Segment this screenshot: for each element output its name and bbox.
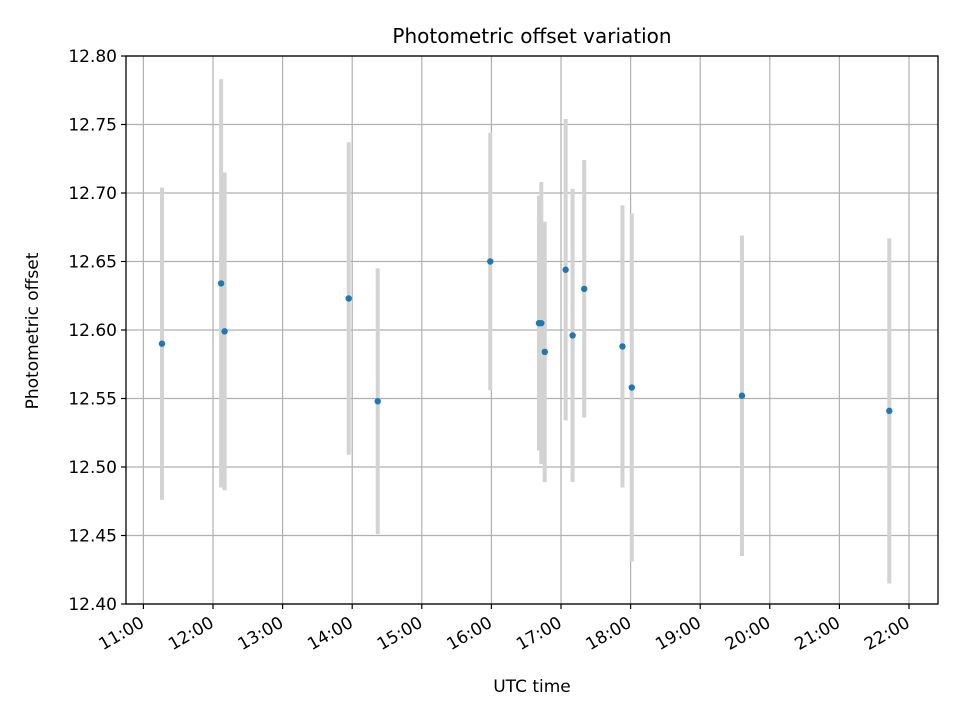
x-axis-title: UTC time [493,677,571,697]
data-point [374,398,381,405]
y-axis-title: Photometric offset [23,252,43,409]
error-bars [159,79,892,584]
x-tick-label: 14:00 [304,613,356,655]
data-point [569,332,576,339]
y-tick-label: 12.50 [68,458,117,478]
x-tick-label: 17:00 [513,613,565,655]
grid-lines [126,55,938,605]
x-tick-label: 13:00 [235,613,287,655]
y-tick-label: 12.75 [68,116,117,136]
x-tick-label: 11:00 [95,613,147,655]
data-point [581,285,588,293]
data-point [619,343,626,350]
data-point [562,266,569,273]
x-tick-label: 22:00 [861,613,913,655]
data-point [221,328,228,335]
y-tick-label: 12.80 [68,47,117,67]
data-point [487,258,494,265]
data-point [541,348,548,356]
y-tick-label: 12.40 [68,595,117,615]
x-tick-label: 15:00 [374,613,426,655]
y-tick-label: 12.65 [68,253,117,273]
data-point [886,407,893,415]
y-tick-label: 12.60 [68,321,117,341]
data-point [538,319,545,327]
data-point [158,340,166,347]
y-tick-label: 12.45 [68,527,117,547]
x-tick-label: 16:00 [443,613,495,655]
data-point [628,384,635,391]
y-tick-label: 12.70 [68,184,117,204]
y-axis-ticks: 12.40 12.45 12.50 12.55 12.60 12.65 12.70 12.75… [68,47,126,615]
x-tick-label: 21:00 [791,613,843,655]
x-axis-ticks: 11:00 12:00 13:00 14:00 15:00 16:00 17:00 18:00… [95,604,914,655]
x-tick-label: 19:00 [652,613,704,655]
y-tick-label: 12.55 [68,390,117,410]
data-point [345,295,352,302]
x-tick-label: 20:00 [722,613,774,655]
chart-title: Photometric offset variation [392,24,671,48]
data-point [217,280,225,287]
data-points [158,258,893,415]
x-tick-label: 12:00 [165,613,217,655]
x-tick-label: 18:00 [583,613,635,655]
data-point [738,392,746,399]
